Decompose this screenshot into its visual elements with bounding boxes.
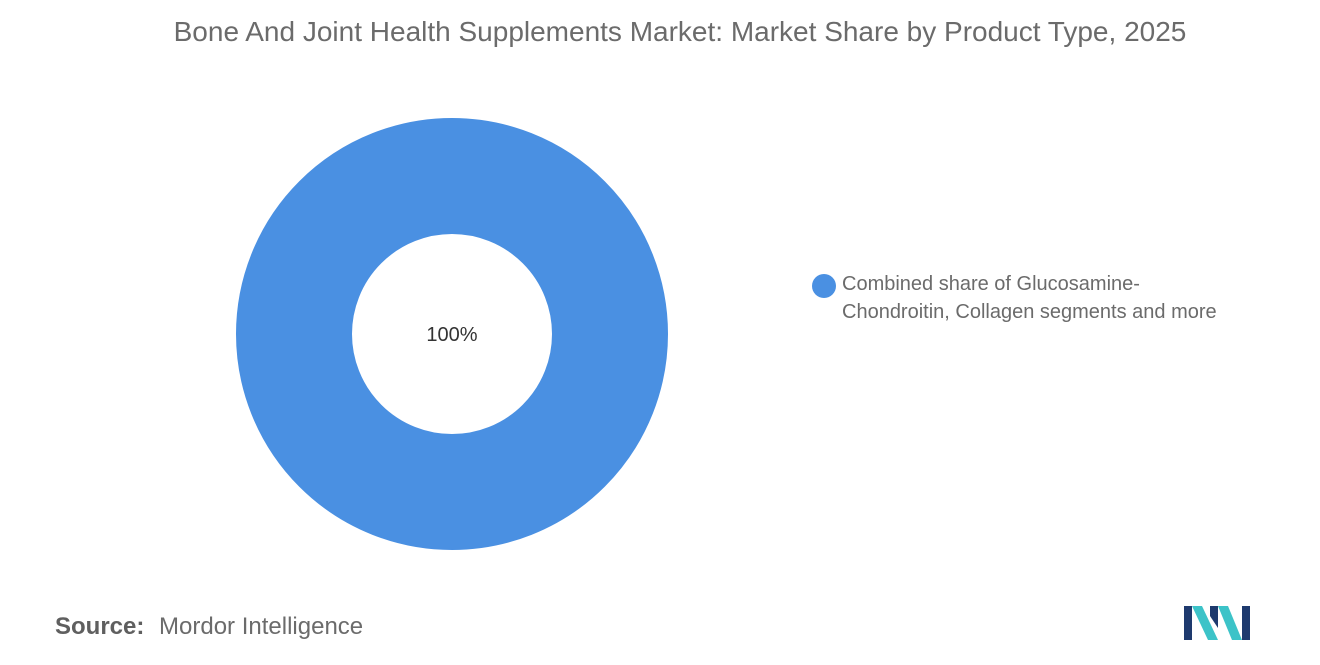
legend-label: Combined share of Glucosamine-Chondroiti… <box>842 273 1217 323</box>
donut-slice[interactable] <box>236 118 668 550</box>
legend-swatch <box>812 274 836 298</box>
logo-left-diagonal <box>1192 606 1218 640</box>
legend-item[interactable]: Combined share of Glucosamine-Chondroiti… <box>812 270 1232 326</box>
source-value: Mordor Intelligence <box>159 613 364 640</box>
logo-right-diagonal <box>1218 606 1242 640</box>
logo-right-bar <box>1242 606 1250 640</box>
mordor-intelligence-logo <box>1184 606 1250 640</box>
logo-left-bar <box>1184 606 1192 640</box>
source-note: Source: Mordor Intelligence <box>55 612 363 642</box>
slice-data-label: 100% <box>426 324 477 346</box>
source-label: Source: <box>55 613 145 640</box>
legend: Combined share of Glucosamine-Chondroiti… <box>812 270 1232 326</box>
chart-title: Bone And Joint Health Supplements Market… <box>173 16 1187 47</box>
logo-mid-bar <box>1210 606 1218 628</box>
donut-slices <box>236 118 668 550</box>
